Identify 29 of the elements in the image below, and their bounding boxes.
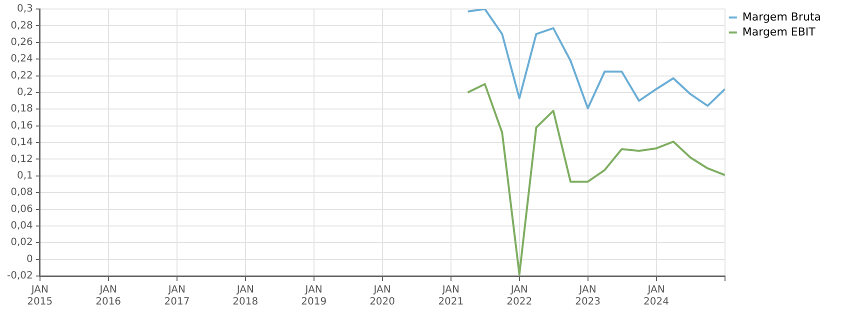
y-tick-label: 0,14 <box>10 137 33 148</box>
y-tick-label: 0,2 <box>16 87 33 98</box>
x-tick-label: JAN 2022 <box>506 284 532 308</box>
y-tick-label: 0,26 <box>10 36 33 48</box>
x-tick-label: JAN 2024 <box>644 284 669 308</box>
x-tick-label: JAN 2017 <box>164 284 190 308</box>
y-tick-label: -0,02 <box>7 270 33 282</box>
x-tick-label: JAN 2015 <box>27 284 53 308</box>
y-tick-label: 0,04 <box>10 220 33 232</box>
y-tick-label: 0,18 <box>10 104 33 115</box>
legend-label: Margem EBIT <box>742 25 816 38</box>
y-tick-label: 0,3 <box>16 4 33 15</box>
x-tick-label: JAN 2021 <box>438 284 464 308</box>
x-tick-label: JAN 2018 <box>232 284 258 308</box>
y-tick-label: 0,12 <box>10 154 33 165</box>
y-tick-label: 0,02 <box>10 237 33 248</box>
y-tick-label: 0,28 <box>10 20 33 32</box>
y-tick-label: 0,16 <box>10 120 33 132</box>
x-tick-label: JAN 2019 <box>301 284 327 308</box>
y-tick-label: 0,1 <box>16 170 33 182</box>
x-tick-label: JAN 2016 <box>96 284 122 308</box>
y-tick-label: 0,08 <box>10 187 33 198</box>
y-tick-label: 0,06 <box>10 204 33 215</box>
y-tick-label: 0,24 <box>10 54 33 65</box>
x-tick-label: JAN 2020 <box>370 284 396 308</box>
y-tick-label: 0,22 <box>10 70 33 82</box>
x-tick-label: JAN 2023 <box>575 284 601 308</box>
y-tick-label: 0 <box>26 254 33 265</box>
legend-label: Margem Bruta <box>742 10 822 24</box>
